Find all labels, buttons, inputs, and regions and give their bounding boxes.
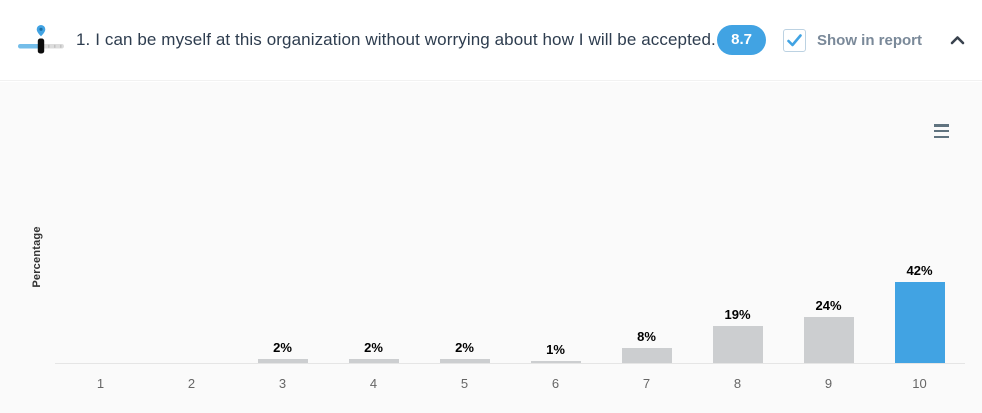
- bar-8[interactable]: [712, 326, 763, 363]
- x-axis-label-3: 3: [278, 376, 287, 391]
- bar-9[interactable]: [803, 317, 854, 363]
- x-axis-label-4: 4: [369, 376, 378, 391]
- bar-data-label: 2%: [364, 340, 383, 355]
- bar-cell: 2%: [419, 163, 510, 363]
- bar-data-label: 42%: [906, 263, 933, 278]
- x-axis-label-9: 9: [824, 376, 833, 391]
- bar-cell: 42%: [874, 163, 965, 363]
- bar-cell: 19%: [692, 163, 783, 363]
- bar-data-label: 8%: [637, 329, 656, 344]
- question-title: 1. I can be myself at this organization …: [76, 30, 716, 49]
- bar-cell: [146, 163, 237, 363]
- bar-cell: [55, 163, 146, 363]
- bar-cell: 8%: [601, 163, 692, 363]
- bar-data-label: 2%: [455, 340, 474, 355]
- x-axis-label-2: 2: [187, 376, 196, 391]
- x-axis-label-7: 7: [642, 376, 651, 391]
- x-axis-label-10: 10: [912, 376, 927, 391]
- collapse-button[interactable]: [946, 29, 968, 51]
- show-in-report-label[interactable]: Show in report: [817, 31, 922, 49]
- bar-cell: 24%: [783, 163, 874, 363]
- bar-4[interactable]: [348, 359, 399, 363]
- bar-data-label: 1%: [546, 342, 565, 357]
- bar-6[interactable]: [530, 361, 581, 363]
- bar-7[interactable]: [621, 348, 672, 363]
- bar-cell: 2%: [328, 163, 419, 363]
- bar-data-label: 24%: [815, 298, 842, 313]
- y-axis-title: Percentage: [31, 226, 43, 288]
- x-axis-label-6: 6: [551, 376, 560, 391]
- bar-cell: 2%: [237, 163, 328, 363]
- checkmark-icon: [787, 33, 802, 46]
- x-axis-line: [55, 363, 965, 364]
- bar-5[interactable]: [439, 359, 490, 363]
- bar-data-label: 19%: [724, 307, 751, 322]
- bar-data-label: 2%: [273, 340, 292, 355]
- scale-slider-icon: [18, 25, 64, 54]
- question-header: 1. I can be myself at this organization …: [0, 0, 982, 81]
- x-axis-label-8: 8: [733, 376, 742, 391]
- score-badge: 8.7: [717, 25, 766, 55]
- bar-3[interactable]: [257, 359, 308, 363]
- show-in-report-checkbox[interactable]: [783, 28, 806, 52]
- chart-container: Percentage 2% 2% 2% 1% 8% 19% 24% 42% 1 2 3 4 5 6 7 8 9…: [0, 82, 982, 413]
- chevron-up-icon: [950, 36, 964, 45]
- bar-cell: 1%: [510, 163, 601, 363]
- x-axis-label-1: 1: [96, 376, 105, 391]
- hamburger-menu-icon[interactable]: [932, 123, 950, 139]
- x-axis-label-5: 5: [460, 376, 469, 391]
- bars-row: 2% 2% 2% 1% 8% 19% 24% 42%: [55, 163, 965, 363]
- bar-10[interactable]: [894, 282, 945, 363]
- x-axis-labels: 1 2 3 4 5 6 7 8 9 10: [55, 376, 965, 391]
